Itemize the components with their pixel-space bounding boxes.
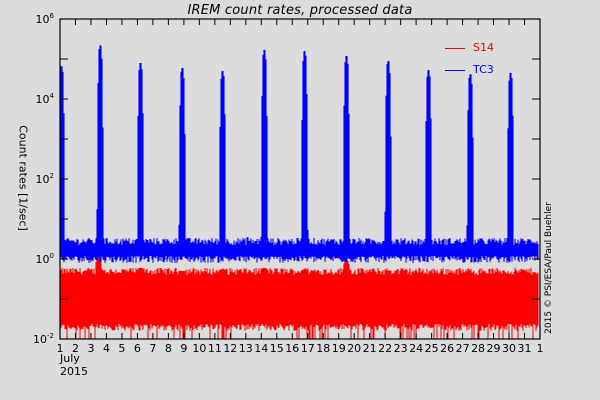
x-tick-label: 17 <box>301 342 315 355</box>
x-tick-label: 3 <box>87 342 94 355</box>
x-tick-label: 7 <box>149 342 156 355</box>
x-tick-label: 13 <box>239 342 253 355</box>
x-tick-label: 10 <box>192 342 206 355</box>
legend-item-s14: S14 <box>445 40 525 62</box>
y-axis-label: Count rates [1/sec] <box>16 125 30 231</box>
x-tick-label: 31 <box>518 342 532 355</box>
x-tick-label: 5 <box>118 342 125 355</box>
legend-swatch-tc3 <box>445 70 465 71</box>
x-tick-label: 12 <box>223 342 237 355</box>
x-tick-label: 14 <box>254 342 268 355</box>
x-tick-label: 23 <box>394 342 408 355</box>
x-tick-label: 18 <box>316 342 330 355</box>
legend-swatch-s14 <box>445 48 465 49</box>
x-tick-label: 24 <box>409 342 423 355</box>
year-label: 2015 <box>60 365 88 378</box>
y-tick-label: 102 <box>36 172 54 186</box>
y-tick-label: 104 <box>36 92 55 106</box>
x-tick-label: 26 <box>440 342 454 355</box>
x-tick-label: 22 <box>378 342 392 355</box>
x-tick-label: 9 <box>180 342 187 355</box>
legend-label-tc3: TC3 <box>473 63 494 76</box>
x-tick-label: 30 <box>502 342 516 355</box>
chart-title: IREM count rates, processed data <box>187 3 413 18</box>
x-tick-label: 15 <box>270 342 284 355</box>
legend: S14 TC3 <box>445 40 525 84</box>
series-tc3 <box>60 45 539 263</box>
x-axis-ticks: 1 2 3 4 5 6 7 8 9 10 11 12 13 14 15 16 17 18 19 20 21 22 23 24 2… <box>57 19 544 355</box>
y-tick-label: 100 <box>36 252 54 266</box>
x-tick-label: 11 <box>208 342 222 355</box>
month-label: July <box>60 352 80 365</box>
x-tick-label: 6 <box>134 342 141 355</box>
x-tick-label: 28 <box>471 342 485 355</box>
x-tick-label: 1 <box>537 342 544 355</box>
x-tick-label: 8 <box>165 342 172 355</box>
x-tick-label: 25 <box>425 342 439 355</box>
y-tick-label: 10-2 <box>33 332 54 346</box>
x-tick-label: 29 <box>487 342 501 355</box>
x-tick-label: 27 <box>456 342 470 355</box>
legend-item-tc3: TC3 <box>445 62 525 84</box>
x-tick-label: 21 <box>363 342 377 355</box>
x-tick-label: 19 <box>332 342 346 355</box>
x-axis-month-label: July 2015 <box>60 352 88 378</box>
x-tick-label: 20 <box>347 342 361 355</box>
x-tick-label: 2 <box>72 342 79 355</box>
credit-text: 2015 © PSI/ESA/Paul Buehler <box>544 202 554 334</box>
x-tick-label: 4 <box>103 342 110 355</box>
legend-label-s14: S14 <box>473 41 494 54</box>
x-tick-label: 16 <box>285 342 299 355</box>
x-tick-label: 1 <box>57 342 64 355</box>
series-s14 <box>60 255 539 339</box>
